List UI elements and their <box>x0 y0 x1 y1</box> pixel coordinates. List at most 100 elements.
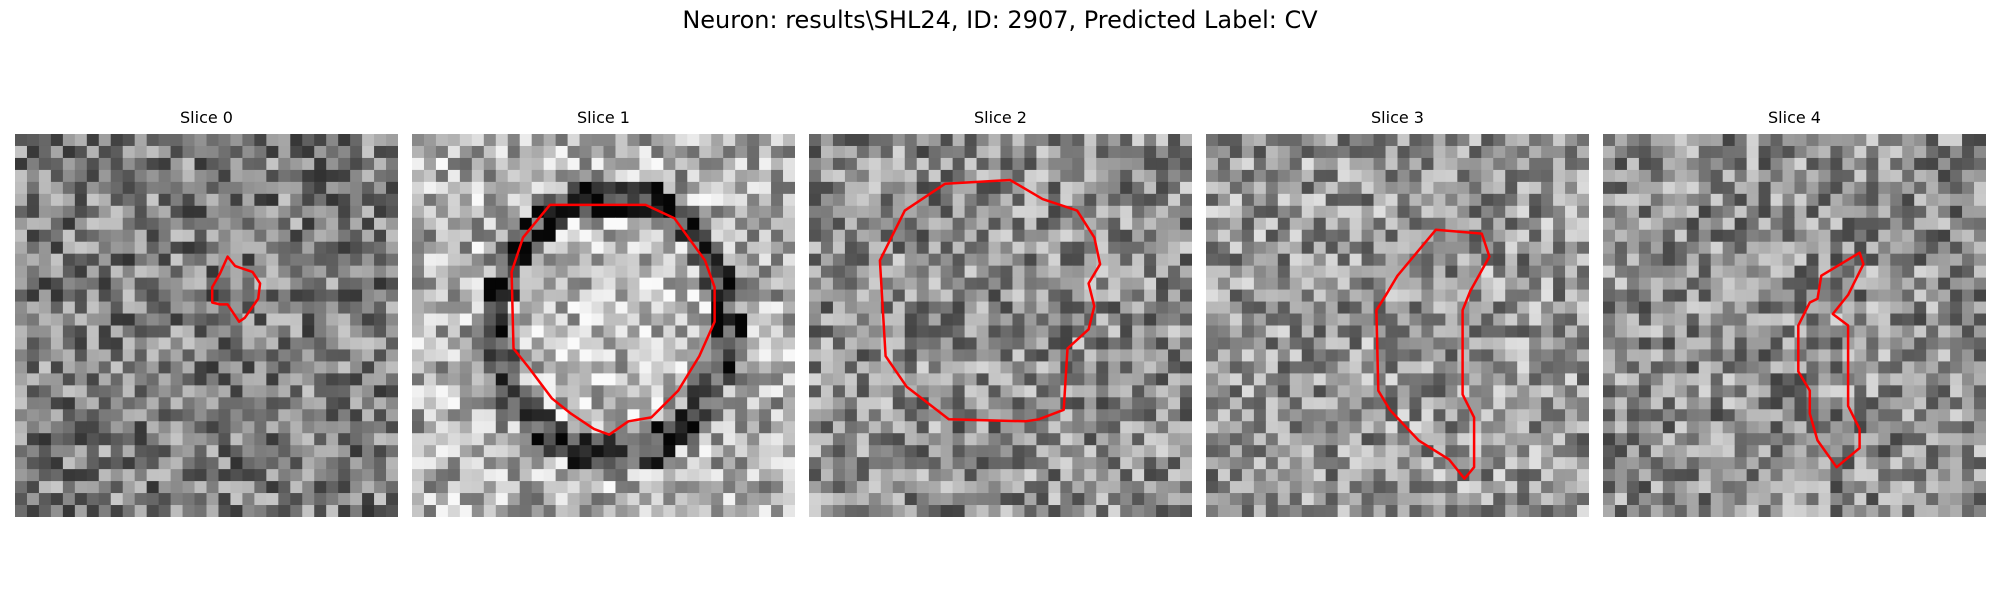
pixel <box>1301 134 1315 147</box>
pixel <box>1265 361 1279 374</box>
pixel <box>747 349 760 362</box>
pixel <box>1457 433 1470 446</box>
pixel <box>1132 181 1145 195</box>
pixel <box>543 253 557 267</box>
pixel <box>663 181 676 195</box>
pixel <box>1962 145 1975 159</box>
pixel <box>988 385 1001 398</box>
pixel <box>459 277 473 290</box>
pixel <box>50 349 64 362</box>
pixel <box>771 265 784 279</box>
pixel <box>507 289 521 302</box>
pixel <box>1277 421 1291 434</box>
pixel <box>206 205 219 219</box>
pixel <box>1156 337 1169 350</box>
pixel <box>723 457 736 470</box>
pixel <box>603 193 616 207</box>
pixel <box>1241 289 1255 302</box>
pixel <box>1217 301 1231 314</box>
pixel <box>1698 421 1712 434</box>
pixel <box>1758 385 1771 398</box>
pixel <box>338 205 351 219</box>
pixel <box>1818 169 1831 183</box>
pixel <box>158 433 171 446</box>
pixel <box>603 505 616 517</box>
pixel <box>627 134 640 147</box>
pixel <box>1914 313 1927 326</box>
pixel <box>1144 433 1157 446</box>
pixel <box>880 373 894 386</box>
pixel <box>1854 157 1867 171</box>
pixel <box>783 205 795 219</box>
pixel <box>1397 421 1410 434</box>
pixel <box>1385 145 1398 159</box>
pixel <box>1614 385 1628 398</box>
pixel <box>916 253 930 267</box>
pixel <box>904 217 918 231</box>
pixel <box>459 397 473 410</box>
pixel <box>1830 325 1843 338</box>
pixel <box>1686 289 1700 302</box>
pixel <box>1686 325 1700 338</box>
pixel <box>1686 169 1700 183</box>
pixel <box>74 421 88 434</box>
pixel <box>1301 169 1315 183</box>
pixel <box>531 325 545 338</box>
pixel <box>711 301 724 314</box>
pixel <box>1349 277 1362 290</box>
pixel <box>1698 217 1712 231</box>
pixel <box>1000 397 1013 410</box>
pixel <box>1421 325 1434 338</box>
pixel <box>1206 349 1219 362</box>
pixel <box>747 409 760 422</box>
pixel <box>26 409 40 422</box>
pixel <box>1265 337 1279 350</box>
pixel <box>555 457 568 470</box>
pixel <box>964 277 977 290</box>
pixel <box>1241 157 1255 171</box>
pixel <box>507 157 521 171</box>
pixel <box>759 397 772 410</box>
pixel <box>74 445 88 458</box>
pixel <box>759 181 772 195</box>
pixel <box>170 493 183 506</box>
pixel <box>1421 361 1434 374</box>
pixel <box>1277 445 1291 458</box>
pixel <box>904 481 918 494</box>
pixel <box>820 253 834 267</box>
pixel <box>976 313 989 326</box>
pixel <box>567 265 580 279</box>
pixel <box>290 145 303 159</box>
pixel <box>1096 373 1109 386</box>
pixel <box>1758 181 1771 195</box>
pixel <box>1325 397 1339 410</box>
pixel <box>1096 409 1109 422</box>
pixel <box>1902 145 1915 159</box>
pixel <box>266 193 279 207</box>
pixel <box>1469 169 1482 183</box>
pixel <box>1156 433 1169 446</box>
pixel <box>1614 289 1628 302</box>
pixel <box>1409 481 1422 494</box>
pixel <box>1782 325 1795 338</box>
pixel <box>471 157 485 171</box>
pixel <box>1337 169 1351 183</box>
pixel <box>675 361 688 374</box>
pixel <box>38 229 52 243</box>
pixel <box>856 301 870 314</box>
pixel <box>302 157 315 171</box>
pixel <box>15 205 28 219</box>
pixel <box>1301 157 1315 171</box>
pixel <box>567 253 580 267</box>
pixel <box>809 229 822 243</box>
pixel <box>747 325 760 338</box>
pixel <box>988 373 1001 386</box>
pixel <box>1650 181 1664 195</box>
pixel <box>314 361 327 374</box>
pixel <box>1603 445 1616 458</box>
pixel <box>699 457 712 470</box>
pixel <box>290 181 303 195</box>
pixel <box>1361 325 1374 338</box>
pixel <box>651 373 664 386</box>
pixel <box>1313 205 1327 219</box>
